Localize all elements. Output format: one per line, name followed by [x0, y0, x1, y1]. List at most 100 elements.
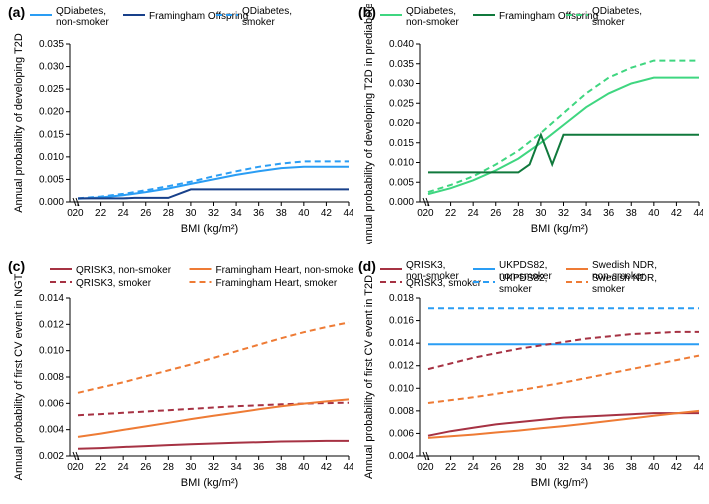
legend-item: Framingham Offspring	[473, 11, 598, 22]
xtick-label: 26	[490, 208, 502, 219]
y-axis-label: Annual probability of developing T2D in …	[363, 4, 375, 244]
xtick-label: 22	[445, 208, 457, 219]
ytick-label: 0.006	[389, 428, 414, 439]
xtick-origin: 0	[417, 208, 423, 219]
series-fram-heart-nonsmoker	[78, 399, 349, 437]
legend-label: Swedish NDR,smoker	[592, 273, 657, 295]
ytick-label: 0.025	[389, 98, 414, 109]
ytick-label: 0.030	[389, 79, 414, 90]
panel-d: (d)0.0040.0060.0080.0100.0120.0140.0160.…	[358, 258, 703, 498]
xtick-label: 22	[95, 208, 107, 219]
xtick-label: 44	[693, 462, 703, 473]
legend-label: QRISK3, smoker	[76, 278, 152, 289]
xtick-label: 24	[468, 462, 480, 473]
xtick-label: 24	[118, 462, 130, 473]
ytick-label: 0.014	[389, 338, 414, 349]
panel-label-b: (b)	[358, 4, 376, 20]
xtick-label: 38	[276, 208, 288, 219]
xtick-label: 38	[276, 462, 288, 473]
legend-label: QDiabetes,non-smoker	[406, 6, 459, 28]
panel-a: (a)0.0000.0050.0100.0150.0200.0250.0300.…	[8, 4, 353, 244]
ytick-label: 0.010	[389, 383, 414, 394]
xtick-label: 30	[185, 462, 197, 473]
xtick-label: 32	[208, 462, 220, 473]
legend-item: Framingham Offspring	[123, 11, 248, 22]
xtick-label: 40	[298, 462, 310, 473]
ytick-label: 0.010	[39, 152, 64, 163]
xtick-label: 30	[535, 462, 547, 473]
ytick-label: 0.012	[389, 361, 414, 372]
series-qrisk3-smoker	[78, 403, 349, 416]
ytick-label: 0.000	[389, 197, 414, 208]
panel-c: (c)0.0020.0040.0060.0080.0100.0120.01420…	[8, 258, 353, 498]
ytick-label: 0.012	[39, 319, 64, 330]
panel-label-c: (c)	[8, 258, 25, 274]
legend-item: Framingham Heart, non-smoker	[190, 265, 354, 276]
xtick-label: 36	[253, 462, 265, 473]
legend-label: QDiabetes,smoker	[592, 6, 642, 28]
series-qrisk3-nonsmoker	[78, 441, 349, 449]
xtick-label: 42	[321, 462, 333, 473]
legend-label: QRISK3, non-smoker	[76, 265, 172, 276]
xtick-label: 36	[603, 462, 615, 473]
ytick-label: 0.014	[39, 293, 64, 304]
xtick-label: 42	[671, 208, 683, 219]
chart-d: 0.0040.0060.0080.0100.0120.0140.0160.018…	[358, 258, 703, 498]
ytick-label: 0.005	[39, 174, 64, 185]
series-swedish-ndr-nonsmoker	[428, 411, 699, 438]
xtick-label: 32	[558, 462, 570, 473]
xtick-label: 44	[343, 208, 353, 219]
ytick-label: 0.015	[389, 138, 414, 149]
xtick-label: 26	[140, 208, 152, 219]
xtick-label: 42	[321, 208, 333, 219]
legend-label: Framingham Heart, non-smoker	[216, 265, 354, 276]
ytick-label: 0.020	[389, 118, 414, 129]
ytick-label: 0.035	[389, 59, 414, 70]
y-axis-label: Annual probability of first CV event in …	[13, 273, 25, 480]
legend-item: QRISK3, smoker	[380, 278, 482, 289]
ytick-label: 0.040	[389, 39, 414, 50]
xtick-label: 40	[648, 208, 660, 219]
xtick-label: 40	[648, 462, 660, 473]
ytick-label: 0.010	[389, 158, 414, 169]
xtick-label: 36	[253, 208, 265, 219]
xtick-label: 20	[72, 208, 84, 219]
xtick-label: 44	[693, 208, 703, 219]
xtick-label: 20	[422, 462, 434, 473]
xtick-label: 24	[468, 208, 480, 219]
legend-label: Framingham Offspring	[149, 11, 248, 22]
ytick-label: 0.002	[39, 451, 64, 462]
legend-item: QRISK3, smoker	[50, 278, 152, 289]
xtick-label: 30	[535, 208, 547, 219]
ytick-label: 0.010	[39, 346, 64, 357]
legend-item: UKPDS82,smoker	[473, 273, 547, 295]
xtick-label: 28	[513, 462, 525, 473]
xtick-label: 42	[671, 462, 683, 473]
xtick-label: 38	[626, 208, 638, 219]
chart-b: 0.0000.0050.0100.0150.0200.0250.0300.035…	[358, 4, 703, 244]
ytick-label: 0.006	[39, 398, 64, 409]
panel-b: (b)0.0000.0050.0100.0150.0200.0250.0300.…	[358, 4, 703, 244]
ytick-label: 0.008	[39, 372, 64, 383]
legend-item: QRISK3, non-smoker	[50, 265, 172, 276]
panel-label-d: (d)	[358, 258, 376, 274]
legend-item: QDiabetes,non-smoker	[30, 6, 109, 28]
xtick-label: 28	[513, 208, 525, 219]
xtick-label: 24	[118, 208, 130, 219]
legend-label: Framingham Offspring	[499, 11, 598, 22]
y-axis-label: Annual probability of developing T2D	[13, 33, 25, 213]
xtick-label: 20	[72, 462, 84, 473]
ytick-label: 0.035	[39, 39, 64, 50]
series-fram-heart-smoker	[78, 322, 349, 392]
xtick-label: 28	[163, 462, 175, 473]
legend-label: Framingham Heart, smoker	[216, 278, 338, 289]
xtick-label: 26	[490, 462, 502, 473]
x-axis-label: BMI (kg/m²)	[531, 477, 588, 489]
xtick-label: 22	[445, 462, 457, 473]
legend-label: QDiabetes,smoker	[242, 6, 292, 28]
legend-item: Framingham Heart, smoker	[190, 278, 338, 289]
ytick-label: 0.030	[39, 62, 64, 73]
xtick-origin: 0	[417, 462, 423, 473]
xtick-label: 22	[95, 462, 107, 473]
y-axis-label: Annual probability of first CV event in …	[363, 275, 375, 479]
